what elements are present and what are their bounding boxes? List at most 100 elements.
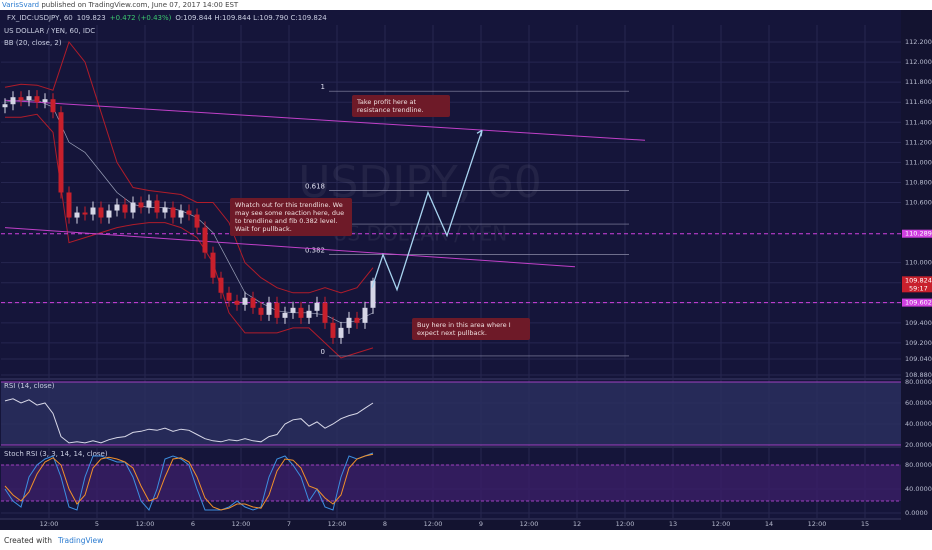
candle-body	[26, 96, 32, 101]
candle-body	[314, 302, 320, 311]
trendline	[4, 99, 646, 141]
annotation: Whatch out for this trendline. We may se…	[230, 198, 352, 236]
bb-lower	[5, 113, 374, 359]
candle-body	[138, 202, 144, 208]
price-tag	[902, 298, 932, 307]
time-axis-background	[0, 518, 932, 530]
indicator-line	[4, 452, 374, 511]
y-tick-label: 108.880	[905, 371, 932, 379]
candle-body	[114, 204, 120, 211]
projection-path	[371, 130, 483, 292]
y-tick-label: 110.800	[905, 178, 932, 186]
indicator-line	[4, 398, 374, 444]
x-tick-label: 12:00	[136, 520, 155, 528]
indicator-title: BB (20, close, 2)	[4, 39, 62, 47]
x-tick-label: 12:00	[520, 520, 539, 528]
publish-line: VarisSvard published on TradingView.com,…	[2, 0, 238, 10]
arrow-head	[476, 129, 483, 137]
candle-body	[74, 212, 80, 218]
published: published on TradingView.com, June 07, 2…	[41, 1, 239, 9]
background	[0, 10, 932, 530]
x-tick-label: 7	[287, 520, 291, 528]
y-tick-label: 110.600	[905, 199, 932, 207]
candle-body	[362, 307, 368, 323]
y-tick-label: 109.400	[905, 319, 932, 327]
x-tick-label: 12	[573, 520, 581, 528]
candle-body	[354, 317, 360, 323]
y-tick-label: 0.0000	[905, 509, 928, 517]
y-tick-label: 60.0000	[905, 399, 932, 407]
candle-body	[250, 297, 256, 308]
y-tick-label: 111.400	[905, 118, 932, 126]
y-tick-label: 111.000	[905, 158, 932, 166]
candle-body	[122, 204, 128, 213]
y-tick-label: 40.0000	[905, 485, 932, 493]
candle-body	[210, 252, 216, 278]
indicator-line	[4, 453, 374, 511]
candle-body	[162, 207, 168, 213]
last-price-label: 109.824	[905, 276, 932, 284]
candle-body	[50, 99, 56, 113]
candle-body	[202, 227, 208, 253]
x-tick-label: 12:00	[616, 520, 635, 528]
candle-body	[146, 200, 152, 208]
header-field: +0.472 (+0.43%)	[110, 14, 172, 22]
axis-background	[901, 10, 932, 530]
fib-label: 0.382	[305, 247, 325, 255]
candle-body	[298, 307, 304, 318]
y-tick-label: 112.200	[905, 38, 932, 46]
x-tick-label: 12:00	[712, 520, 731, 528]
candle-body	[98, 207, 104, 218]
y-tick-label: 111.800	[905, 78, 932, 86]
x-tick-label: 13	[669, 520, 677, 528]
candle-body	[10, 97, 16, 105]
x-tick-label: 12:00	[424, 520, 443, 528]
y-tick-label: 80.0000	[905, 378, 932, 386]
last-price-tag	[902, 276, 932, 293]
fib-label: 0.618	[305, 182, 325, 190]
y-tick-label: 112.000	[905, 58, 932, 66]
candle-body	[90, 207, 96, 215]
x-tick-label: 12:00	[808, 520, 827, 528]
candle-body	[2, 104, 8, 108]
y-tick-label: 109.200	[905, 339, 932, 347]
x-tick-label: 15	[861, 520, 869, 528]
candle-body	[274, 302, 280, 318]
x-tick-label: 14	[765, 520, 773, 528]
candle-body	[290, 307, 296, 313]
candle-body	[234, 300, 240, 305]
header-field: FX_IDC:USDJPY, 60	[7, 14, 73, 22]
indicator-title: US DOLLAR / YEN, 60, IDC	[4, 27, 95, 35]
footer: Created with TradingView	[4, 536, 103, 545]
candle-body	[258, 307, 264, 315]
y-tick-label: 80.0000	[905, 461, 932, 469]
y-tick-label: 109.040	[905, 355, 932, 363]
candle-body	[282, 312, 288, 318]
candle-body	[178, 210, 184, 218]
candle-body	[306, 310, 312, 318]
candle-body	[370, 280, 376, 308]
author[interactable]: VarisSvard	[2, 1, 40, 9]
x-tick-label: 9	[479, 520, 483, 528]
candle-body	[322, 302, 328, 323]
candle-body	[346, 317, 352, 328]
y-tick-label: 110.000	[905, 259, 932, 267]
candle-body	[242, 297, 248, 305]
price-tag-label: 109.602	[905, 299, 932, 307]
x-tick-label: 12:00	[328, 520, 347, 528]
candle-body	[34, 96, 40, 103]
candle-body	[338, 327, 344, 338]
candle-body	[130, 202, 136, 213]
candle-body	[82, 212, 88, 215]
candle-body	[218, 277, 224, 293]
candle-body	[66, 192, 72, 218]
candle-body	[186, 210, 192, 215]
band	[1, 464, 901, 502]
annotation: Take profit here at resistance trendline…	[352, 95, 450, 117]
brand[interactable]: TradingView	[57, 536, 104, 545]
indicator-title: Stoch RSI (3, 3, 14, 14, close)	[4, 450, 108, 458]
x-tick-label: 12:00	[40, 520, 59, 528]
candle-body	[58, 112, 64, 193]
candle-body	[170, 207, 176, 218]
